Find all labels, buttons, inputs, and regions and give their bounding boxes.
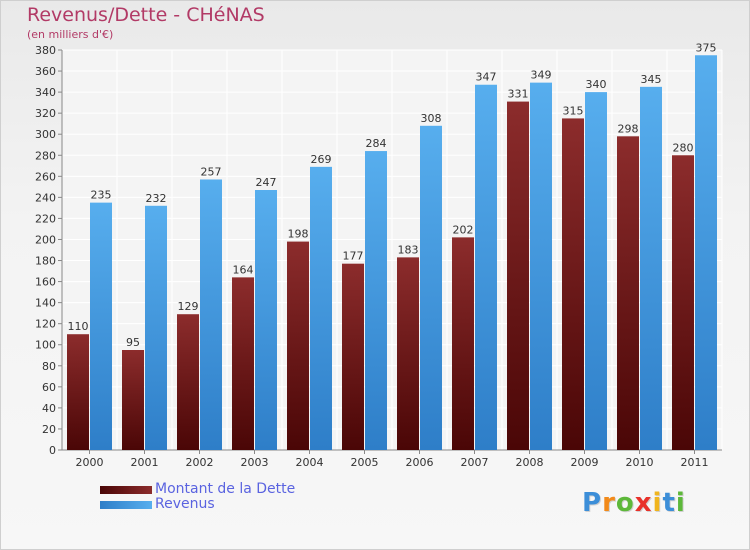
data-label-debt: 164 bbox=[233, 263, 254, 276]
data-label-debt: 95 bbox=[126, 336, 140, 349]
data-label-revenue: 308 bbox=[421, 112, 442, 125]
bar-revenue bbox=[200, 179, 222, 450]
y-tick-label: 20 bbox=[42, 423, 56, 436]
logo-letter: x bbox=[634, 488, 653, 518]
logo-letter: i bbox=[652, 488, 663, 518]
logo-letter: r bbox=[602, 488, 616, 518]
logo-letter: P bbox=[582, 488, 603, 518]
bar-debt bbox=[177, 314, 199, 450]
data-label-debt: 110 bbox=[68, 320, 89, 333]
y-tick-label: 180 bbox=[35, 255, 56, 268]
data-label-debt: 177 bbox=[343, 250, 364, 263]
bar-debt bbox=[342, 263, 364, 450]
data-label-revenue: 247 bbox=[256, 176, 277, 189]
data-label-debt: 298 bbox=[618, 122, 639, 135]
y-tick-label: 320 bbox=[35, 107, 56, 120]
bars bbox=[67, 55, 717, 451]
chart-subtitle: (en milliers d'€) bbox=[27, 28, 114, 41]
data-label-debt: 198 bbox=[288, 228, 309, 241]
data-label-debt: 331 bbox=[508, 88, 529, 101]
y-tick-label: 40 bbox=[42, 402, 56, 415]
bar-revenue bbox=[475, 84, 497, 450]
proxiti-logo: Proxiti bbox=[582, 488, 686, 518]
data-label-revenue: 375 bbox=[696, 41, 717, 54]
y-tick-label: 380 bbox=[35, 44, 56, 57]
data-label-revenue: 232 bbox=[146, 192, 167, 205]
bar-debt bbox=[562, 118, 584, 450]
logo-letter: t bbox=[662, 488, 676, 518]
bar-revenue bbox=[255, 190, 277, 450]
data-labels: 110 235 95 232 129 257 164 247 198 269 177 284 183 30… bbox=[68, 41, 717, 349]
bar-debt bbox=[232, 277, 254, 450]
grid-lines bbox=[61, 49, 723, 451]
logo-letter: i bbox=[675, 488, 686, 518]
legend-label-debt: Montant de la Dette bbox=[155, 481, 296, 497]
y-tick-label: 300 bbox=[35, 128, 56, 141]
y-tick-label: 100 bbox=[35, 339, 56, 352]
y-tick-label: 60 bbox=[42, 381, 56, 394]
data-label-revenue: 284 bbox=[366, 137, 387, 150]
data-label-revenue: 235 bbox=[91, 189, 112, 202]
bar-revenue bbox=[420, 125, 442, 450]
x-tick-label: 2001 bbox=[131, 456, 159, 469]
y-tick-label: 200 bbox=[35, 233, 56, 246]
chart-title: Revenus/Dette - CHéNAS bbox=[27, 4, 265, 26]
x-tick-label: 2011 bbox=[681, 456, 709, 469]
data-label-debt: 315 bbox=[563, 104, 584, 117]
bar-revenue bbox=[145, 205, 167, 450]
bar-debt bbox=[672, 155, 694, 450]
x-tick-label: 2009 bbox=[571, 456, 599, 469]
bar-debt bbox=[67, 334, 89, 450]
y-tick-label: 260 bbox=[35, 170, 56, 183]
y-tick-label: 120 bbox=[35, 318, 56, 331]
logo-letter: o bbox=[615, 488, 635, 518]
bar-revenue bbox=[640, 86, 662, 450]
data-label-revenue: 347 bbox=[476, 71, 497, 84]
bar-debt bbox=[507, 101, 529, 450]
y-tick-label: 340 bbox=[35, 86, 56, 99]
data-label-revenue: 345 bbox=[641, 73, 662, 86]
bar-debt bbox=[122, 350, 144, 450]
x-tick-label: 2004 bbox=[296, 456, 324, 469]
y-tick-label: 360 bbox=[35, 65, 56, 78]
legend-swatch-debt bbox=[100, 486, 152, 494]
data-label-debt: 129 bbox=[178, 300, 199, 313]
legend-label-revenue: Revenus bbox=[155, 496, 215, 512]
y-tick-label: 280 bbox=[35, 149, 56, 162]
bar-debt bbox=[452, 237, 474, 450]
bar-revenue bbox=[695, 55, 717, 451]
y-tick-label: 80 bbox=[42, 360, 56, 373]
data-label-revenue: 269 bbox=[311, 153, 332, 166]
x-tick-label: 2010 bbox=[626, 456, 654, 469]
bar-revenue bbox=[310, 166, 332, 450]
y-tick-label: 160 bbox=[35, 276, 56, 289]
bar-revenue bbox=[585, 92, 607, 451]
data-label-revenue: 257 bbox=[201, 165, 222, 178]
legend-swatch-revenue bbox=[100, 501, 152, 509]
x-tick-label: 2003 bbox=[241, 456, 269, 469]
data-label-revenue: 340 bbox=[586, 78, 607, 91]
data-label-debt: 280 bbox=[673, 141, 694, 154]
axes: 0 20 40 60 80 100 120 140 160 180 200 220 240 260 280 3… bbox=[35, 44, 722, 469]
bar-revenue bbox=[530, 82, 552, 450]
y-tick-label: 0 bbox=[49, 444, 56, 457]
x-tick-label: 2008 bbox=[516, 456, 544, 469]
y-tick-label: 140 bbox=[35, 297, 56, 310]
bar-revenue bbox=[90, 202, 112, 450]
x-tick-label: 2006 bbox=[406, 456, 434, 469]
bar-revenue bbox=[365, 151, 387, 451]
data-label-debt: 183 bbox=[398, 243, 419, 256]
y-tick-label: 220 bbox=[35, 212, 56, 225]
bar-debt bbox=[617, 136, 639, 450]
data-label-revenue: 349 bbox=[531, 69, 552, 82]
x-tick-label: 2000 bbox=[76, 456, 104, 469]
bar-debt bbox=[397, 257, 419, 450]
y-tick-label: 240 bbox=[35, 191, 56, 204]
data-label-debt: 202 bbox=[453, 223, 474, 236]
x-tick-label: 2005 bbox=[351, 456, 379, 469]
x-tick-label: 2002 bbox=[186, 456, 214, 469]
bar-debt bbox=[287, 241, 309, 450]
x-tick-label: 2007 bbox=[461, 456, 489, 469]
